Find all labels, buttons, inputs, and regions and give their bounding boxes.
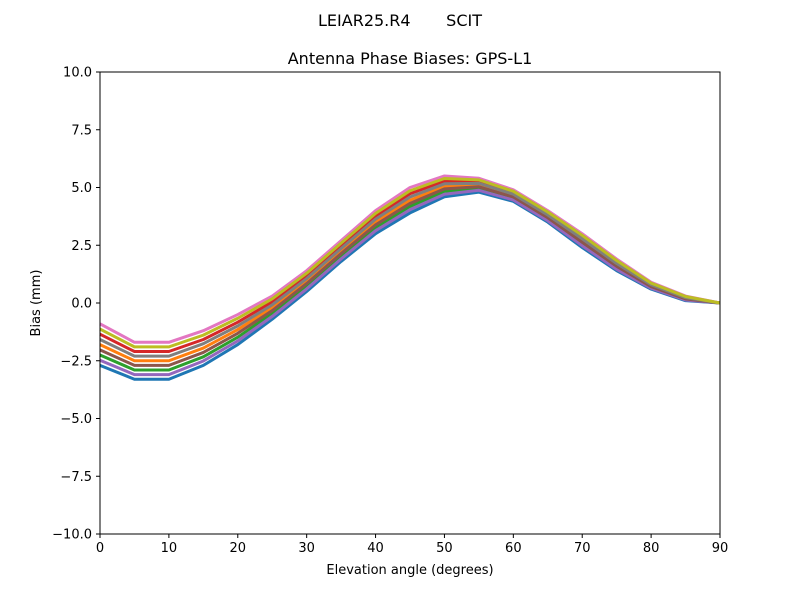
chart-title: Antenna Phase Biases: GPS-L1	[288, 49, 533, 68]
x-axis: 0 10 20 30 40 50 60 70 80 90	[96, 534, 728, 556]
x-tick-label: 20	[230, 541, 247, 556]
series-line	[99, 176, 721, 349]
x-tick-label: 60	[505, 541, 522, 556]
y-axis: −10.0 −7.5 −5.0 −2.5 0.0 2.5 5.0 7.5 10.0	[52, 66, 100, 543]
x-tick-label: 80	[643, 541, 660, 556]
x-tick-label: 50	[436, 541, 453, 556]
series-line	[99, 181, 721, 358]
y-tick-label: −7.5	[60, 470, 92, 485]
series-line	[99, 188, 721, 377]
suptitle: LEIAR25.R4 SCIT	[318, 11, 482, 30]
y-tick-label: 2.5	[71, 239, 92, 254]
axes-frame	[99, 71, 721, 535]
series-line	[99, 185, 721, 367]
y-tick-label: 5.0	[71, 181, 92, 196]
y-tick-label: −2.5	[60, 354, 92, 369]
y-axis-label: Bias (mm)	[29, 270, 44, 337]
x-tick-label: 0	[96, 541, 104, 556]
y-tick-label: 7.5	[71, 123, 92, 138]
y-tick-label: 10.0	[63, 66, 92, 81]
x-tick-label: 90	[712, 541, 729, 556]
x-tick-label: 10	[161, 541, 178, 556]
x-axis-label: Elevation angle (degrees)	[326, 563, 493, 578]
series-lines	[99, 174, 721, 381]
y-tick-label: −10.0	[52, 528, 92, 543]
x-tick-label: 30	[298, 541, 315, 556]
x-tick-label: 40	[367, 541, 384, 556]
y-tick-label: −5.0	[60, 412, 92, 427]
y-tick-label: 0.0	[71, 297, 92, 312]
x-tick-label: 70	[574, 541, 591, 556]
